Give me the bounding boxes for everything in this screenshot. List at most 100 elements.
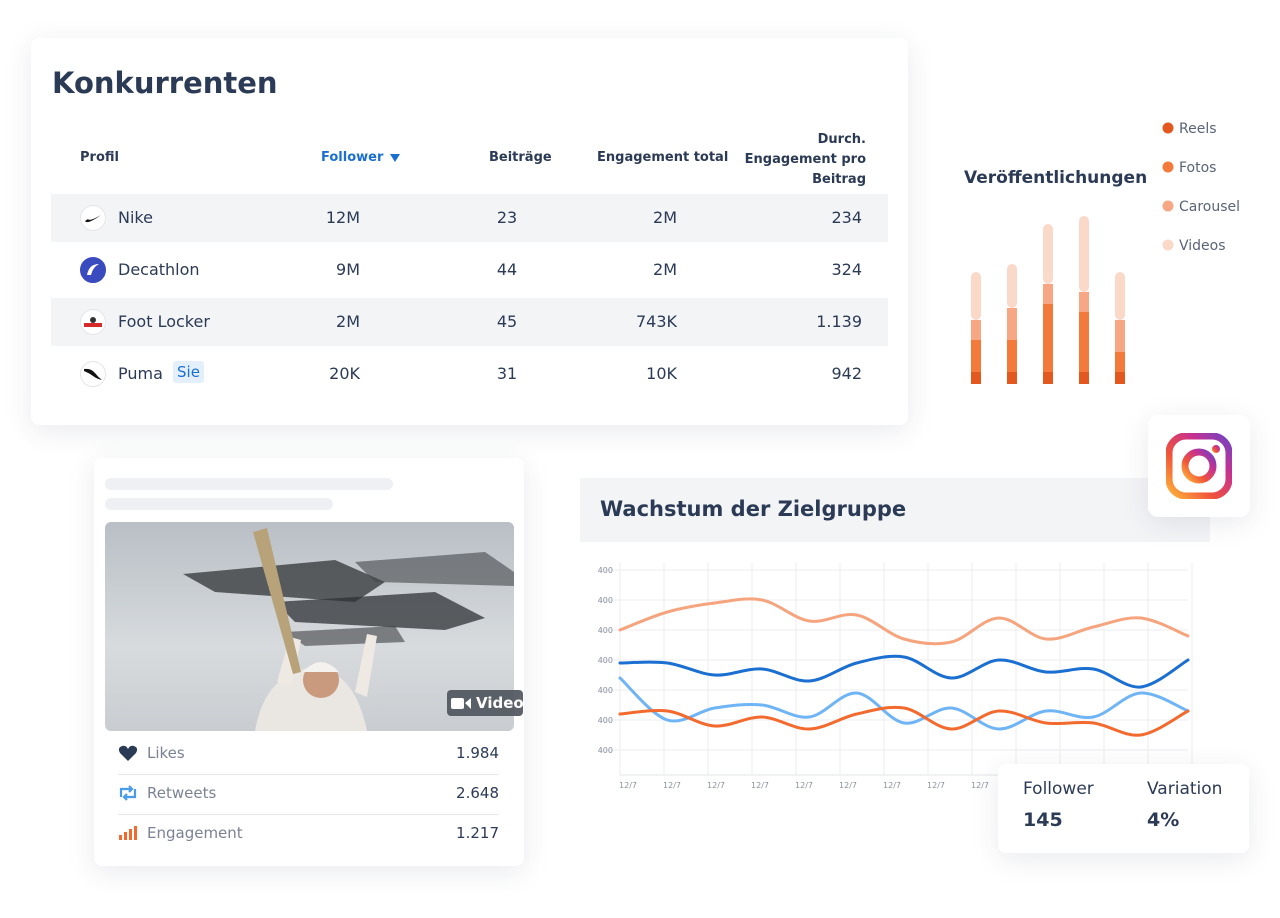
table-row: Puma Sie 20K 31 10K 942 (51, 350, 888, 398)
line-series (618, 705, 1190, 737)
engagement-icon (119, 826, 137, 840)
sort-arrow[interactable] (390, 154, 400, 163)
y-tick-label: 400 (598, 566, 613, 575)
metric-row: Likes 1.984 (118, 734, 499, 775)
self-badge: Sie (173, 361, 204, 383)
metric-value: 2.648 (456, 784, 499, 802)
bar-segment (971, 272, 981, 320)
profile-name: Nike (118, 208, 153, 227)
cell: 2M (653, 208, 677, 227)
profile-name: Decathlon (118, 260, 200, 279)
x-tick-label: 12/7 (795, 781, 813, 790)
x-tick-label: 12/7 (751, 781, 769, 790)
stat-value: 145 (1023, 809, 1063, 831)
cell: 324 (831, 260, 862, 279)
cell: 234 (831, 208, 862, 227)
cell: 10K (646, 364, 677, 383)
bar-segment (1007, 340, 1017, 372)
metric-value: 1.984 (456, 744, 499, 762)
column-header: Beiträge (489, 150, 552, 165)
legend-label: Reels (1179, 121, 1217, 137)
metric-label: Retweets (147, 784, 217, 802)
bar-segment (1079, 372, 1089, 384)
metric-row: Engagement 1.217 (118, 814, 499, 854)
logo (80, 361, 106, 387)
chart-title: Wachstum der Zielgruppe (600, 497, 907, 521)
stat-label: Follower (1023, 779, 1094, 799)
y-tick-label: 400 (598, 716, 613, 725)
x-tick-label: 12/7 (927, 781, 945, 790)
y-tick-label: 400 (598, 686, 613, 695)
stat-label: Variation (1147, 779, 1223, 799)
table-row: Decathlon 9M 44 2M 324 (51, 246, 888, 294)
cell: 2M (653, 260, 677, 279)
bar-segment (1043, 224, 1053, 284)
bar-segment (971, 320, 981, 340)
legend-dot (1162, 161, 1174, 173)
legend-label: Carousel (1179, 199, 1240, 215)
column-header: Durch. Engagement pro Beitrag (744, 132, 866, 187)
metric-value: 1.217 (456, 824, 499, 842)
column-header[interactable]: Follower (321, 150, 384, 165)
profile-name: Foot Locker (118, 312, 210, 331)
legend-label: Fotos (1179, 160, 1216, 176)
line-series (618, 597, 1190, 646)
legend-dot (1162, 122, 1174, 134)
logo (80, 205, 106, 231)
cell: 743K (635, 312, 677, 331)
bar-segment (1115, 372, 1125, 384)
table-row: Nike 12M 23 2M 234 (51, 194, 888, 242)
y-tick-label: 400 (598, 656, 613, 665)
cell: 23 (496, 208, 518, 227)
bar-segment (1007, 308, 1017, 340)
cell: 44 (496, 260, 518, 279)
legend-dot (1162, 200, 1174, 212)
line-series (618, 654, 1190, 689)
bar-segment (971, 372, 981, 384)
bar-segment (1079, 312, 1089, 372)
y-tick-label: 400 (598, 596, 613, 605)
x-tick-label: 12/7 (663, 781, 681, 790)
cell: 942 (831, 364, 862, 383)
profile-name: Puma (118, 364, 163, 383)
logo (80, 309, 106, 335)
chart-header: Wachstum der Zielgruppe (580, 478, 1210, 542)
x-tick-label: 12/7 (971, 781, 989, 790)
bar-segment (971, 340, 981, 372)
line-series (618, 676, 1190, 731)
bar-segment (1115, 320, 1125, 352)
cell: 45 (496, 312, 518, 331)
heart-icon (118, 745, 138, 761)
table-row: Foot Locker 2M 45 743K 1.139 (51, 298, 888, 346)
cell: 31 (496, 364, 518, 383)
skeleton-line (105, 478, 393, 490)
video-icon (451, 698, 471, 709)
stats-card: Follower 145 Variation 4% (998, 764, 1249, 853)
metric-label: Engagement (147, 824, 243, 842)
bar-segment (1007, 264, 1017, 308)
bar-segment (1079, 216, 1089, 292)
metric-label: Likes (147, 744, 185, 762)
retweet-icon (119, 785, 137, 801)
bar-segment (1043, 304, 1053, 372)
logo (80, 257, 106, 283)
chart-title: Veröffentlichungen (964, 168, 1147, 188)
metric-row: Retweets 2.648 (118, 774, 499, 815)
legend-dot (1162, 239, 1174, 251)
cell: 9M (336, 260, 360, 279)
post-card: Video Likes 1.984 Retweets 2.648 Engagem… (94, 458, 524, 866)
post-image (105, 522, 514, 731)
bar-segment (1115, 272, 1125, 320)
competitors-card: Konkurrenten Profil Follower Beiträge En… (31, 38, 908, 425)
video-badge: Video (447, 690, 524, 716)
x-tick-label: 12/7 (707, 781, 725, 790)
card-title: Konkurrenten (52, 66, 278, 100)
badge-text: Video (476, 694, 524, 712)
bar-segment (1115, 352, 1125, 372)
y-tick-label: 400 (598, 626, 613, 635)
x-tick-label: 12/7 (883, 781, 901, 790)
y-tick-label: 400 (598, 746, 613, 755)
legend-label: Videos (1179, 238, 1226, 254)
stat-value: 4% (1147, 809, 1180, 831)
